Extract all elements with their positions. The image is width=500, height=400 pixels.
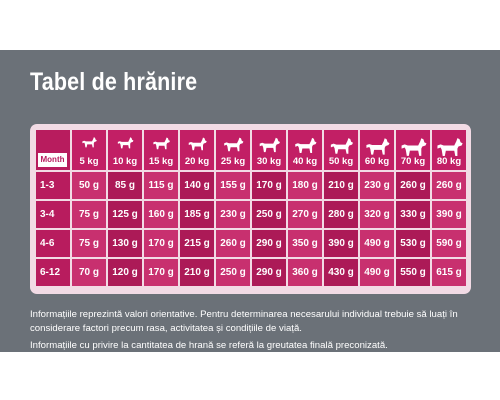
portion-cell: 390 g xyxy=(324,230,358,257)
weight-label: 5 kg xyxy=(79,156,99,167)
note-orientative: Informațiile reprezintă valori orientati… xyxy=(30,309,458,334)
portion-cell: 50 g xyxy=(72,172,106,199)
portion-cell: 390 g xyxy=(432,201,466,228)
weight-label: 60 kg xyxy=(364,156,390,167)
note-final-weight: Informațiile cu privire la cantitatea de… xyxy=(30,340,388,351)
age-label: 3-4 xyxy=(36,201,70,228)
weight-label: 70 kg xyxy=(400,156,426,167)
portion-cell: 215 g xyxy=(180,230,214,257)
portion-cell: 130 g xyxy=(108,230,142,257)
portion-cell: 170 g xyxy=(252,172,286,199)
table-row: 4-6 75 g 130 g 170 g 215 g 260 g 290 g 3… xyxy=(36,230,466,257)
portion-cell: 115 g xyxy=(144,172,178,199)
portion-cell: 290 g xyxy=(252,259,286,286)
weight-header: 70 kg xyxy=(396,130,430,170)
age-label: 1-3 xyxy=(36,172,70,199)
header-row: Month 5 kg 10 kg 15 kg 20 kg 25 kg 30 kg… xyxy=(36,130,466,170)
portion-cell: 230 g xyxy=(360,172,394,199)
portion-cell: 490 g xyxy=(360,230,394,257)
portion-cell: 270 g xyxy=(288,201,322,228)
portion-cell: 120 g xyxy=(108,259,142,286)
portion-cell: 170 g xyxy=(144,259,178,286)
portion-cell: 155 g xyxy=(216,172,250,199)
weight-label: 20 kg xyxy=(184,156,210,167)
portion-cell: 260 g xyxy=(216,230,250,257)
feeding-table: Month 5 kg 10 kg 15 kg 20 kg 25 kg 30 kg… xyxy=(34,128,468,288)
portion-cell: 210 g xyxy=(324,172,358,199)
table-row: 6-12 70 g 120 g 170 g 210 g 250 g 290 g … xyxy=(36,259,466,286)
age-label: 6-12 xyxy=(36,259,70,286)
feeding-panel: Tabel de hrănire Month 5 kg 10 kg 15 kg … xyxy=(0,50,500,352)
portion-cell: 125 g xyxy=(108,201,142,228)
portion-cell: 230 g xyxy=(216,201,250,228)
portion-cell: 615 g xyxy=(432,259,466,286)
portion-cell: 75 g xyxy=(72,201,106,228)
weight-header: 40 kg xyxy=(288,130,322,170)
weight-label: 15 kg xyxy=(148,156,174,167)
portion-cell: 170 g xyxy=(144,230,178,257)
weight-header: 30 kg xyxy=(252,130,286,170)
portion-cell: 290 g xyxy=(252,230,286,257)
portion-cell: 590 g xyxy=(432,230,466,257)
weight-header: 20 kg xyxy=(180,130,214,170)
portion-cell: 350 g xyxy=(288,230,322,257)
portion-cell: 140 g xyxy=(180,172,214,199)
corner-cell: Month xyxy=(36,130,70,170)
weight-header: 60 kg xyxy=(360,130,394,170)
weight-label: 50 kg xyxy=(328,156,354,167)
weight-label: 30 kg xyxy=(256,156,282,167)
portion-cell: 280 g xyxy=(324,201,358,228)
portion-cell: 160 g xyxy=(144,201,178,228)
page-title: Tabel de hrănire xyxy=(30,68,198,96)
age-label: 4-6 xyxy=(36,230,70,257)
weight-label: 10 kg xyxy=(112,156,138,167)
portion-cell: 75 g xyxy=(72,230,106,257)
weight-header: 5 kg xyxy=(72,130,106,170)
portion-cell: 430 g xyxy=(324,259,358,286)
portion-cell: 185 g xyxy=(180,201,214,228)
portion-cell: 70 g xyxy=(72,259,106,286)
portion-cell: 330 g xyxy=(396,201,430,228)
weight-header: 25 kg xyxy=(216,130,250,170)
month-label: Month xyxy=(38,153,67,167)
portion-cell: 260 g xyxy=(432,172,466,199)
portion-cell: 250 g xyxy=(216,259,250,286)
portion-cell: 180 g xyxy=(288,172,322,199)
table-row: 1-3 50 g 85 g 115 g 140 g 155 g 170 g 18… xyxy=(36,172,466,199)
portion-cell: 320 g xyxy=(360,201,394,228)
portion-cell: 260 g xyxy=(396,172,430,199)
portion-cell: 250 g xyxy=(252,201,286,228)
weight-header: 80 kg xyxy=(432,130,466,170)
weight-header: 15 kg xyxy=(144,130,178,170)
portion-cell: 210 g xyxy=(180,259,214,286)
notes: Informațiile reprezintă valori orientati… xyxy=(30,308,470,357)
portion-cell: 550 g xyxy=(396,259,430,286)
portion-cell: 360 g xyxy=(288,259,322,286)
portion-cell: 530 g xyxy=(396,230,430,257)
portion-cell: 490 g xyxy=(360,259,394,286)
weight-label: 80 kg xyxy=(436,156,462,167)
weight-label: 40 kg xyxy=(292,156,318,167)
weight-label: 25 kg xyxy=(220,156,246,167)
weight-header: 50 kg xyxy=(324,130,358,170)
table-row: 3-4 75 g 125 g 160 g 185 g 230 g 250 g 2… xyxy=(36,201,466,228)
portion-cell: 85 g xyxy=(108,172,142,199)
weight-header: 10 kg xyxy=(108,130,142,170)
feeding-table-container: Month 5 kg 10 kg 15 kg 20 kg 25 kg 30 kg… xyxy=(30,124,471,294)
